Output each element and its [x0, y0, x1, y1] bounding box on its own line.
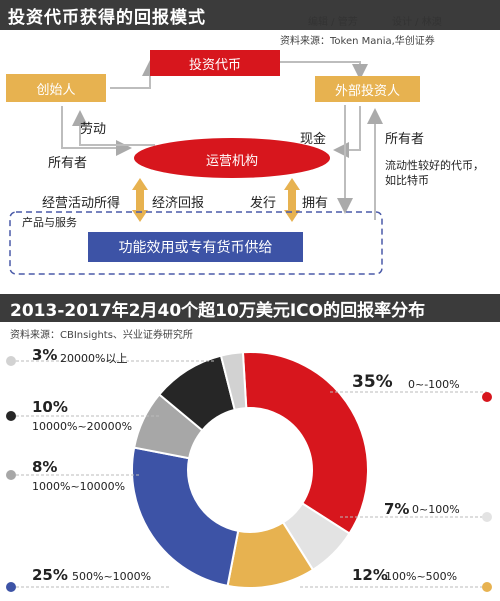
- token-box: 投资代币: [150, 50, 280, 76]
- pct-10000-20000: 10%: [32, 398, 68, 416]
- legend-dot-0-100: [482, 512, 492, 522]
- editor-credit: 编辑 / 管芳: [308, 17, 358, 28]
- operating-income-label: 经营活动所得: [42, 196, 121, 211]
- line-owner-left: [61, 106, 132, 156]
- section2-title: 2013-2017年2月40个超10万美元ICO的回报率分布: [10, 301, 426, 321]
- owner-right-label: 所有者: [385, 132, 425, 147]
- range-10000-20000: 10000%~20000%: [32, 420, 133, 433]
- legend-dot-1000-10000: [6, 470, 16, 480]
- section2-source: 资料来源：CBInsights、兴业证券研究所: [10, 330, 193, 341]
- liquidity-note: 流动性较好的代币， 如比特币: [385, 158, 484, 188]
- line-token-investor: [280, 61, 368, 80]
- donut-slice-3: [131, 446, 240, 588]
- page-title: 投资代币获得的回报模式: [8, 8, 206, 28]
- legend-dot-20000: [6, 356, 16, 366]
- pct-0-100: 7%: [384, 500, 410, 518]
- founder-box: 创始人: [6, 74, 106, 102]
- line-cash: [333, 106, 361, 158]
- org-box: 运营机构: [205, 153, 258, 169]
- investor-box: 外部投资人: [315, 76, 420, 102]
- donut-slice-0: [241, 351, 369, 535]
- pct-0-neg100: 35%: [352, 372, 393, 392]
- legend-dot-0-neg100: [482, 392, 492, 402]
- pct-100-500: 12%: [352, 566, 388, 584]
- arrow-issue: [284, 178, 300, 222]
- range-1000-10000: 1000%~10000%: [32, 480, 126, 493]
- legend-dot-100-500: [482, 582, 492, 592]
- cash-label: 现金: [300, 132, 327, 147]
- arrow-operating: [132, 178, 148, 222]
- range-100-500: 100%~500%: [385, 570, 458, 583]
- liquidity-note-line1: 流动性较好的代币，: [385, 159, 484, 172]
- pct-500-1000: 25%: [32, 566, 68, 584]
- range-500-1000: 500%~1000%: [72, 570, 152, 583]
- legend-dot-10000-20000: [6, 411, 16, 421]
- products-frame: [9, 211, 383, 275]
- section2-bar: 2013-2017年2月40个超10万美元ICO的回报率分布: [0, 294, 500, 322]
- range-20000: 20000%以上: [60, 352, 128, 365]
- legend-dot-500-1000: [6, 582, 16, 592]
- hold-label: 拥有: [302, 196, 329, 211]
- range-0-neg100: 0~-100%: [408, 378, 460, 391]
- products-services-label: 产品与服务: [22, 216, 77, 229]
- pct-20000: 3%: [32, 346, 58, 364]
- owner-left-label: 所有者: [48, 156, 88, 171]
- liquidity-note-line2: 如比特币: [385, 174, 429, 187]
- designer-credit: 设计 / 林澳: [392, 17, 442, 28]
- donut-slice-6: [219, 351, 248, 412]
- labor-label: 劳动: [80, 122, 107, 137]
- header-bar: 投资代币获得的回报模式: [0, 0, 500, 30]
- org-ellipse: [134, 138, 330, 178]
- supply-box: 功能效用或专有货币供给: [88, 232, 303, 262]
- pct-1000-10000: 8%: [32, 458, 58, 476]
- issue-label: 发行: [250, 196, 277, 211]
- line-labor: [72, 110, 155, 146]
- range-0-100: 0~100%: [412, 503, 460, 516]
- diagram-source: 资料来源：Token Mania,华创证券: [280, 36, 435, 47]
- economic-return-label: 经济回报: [152, 196, 205, 211]
